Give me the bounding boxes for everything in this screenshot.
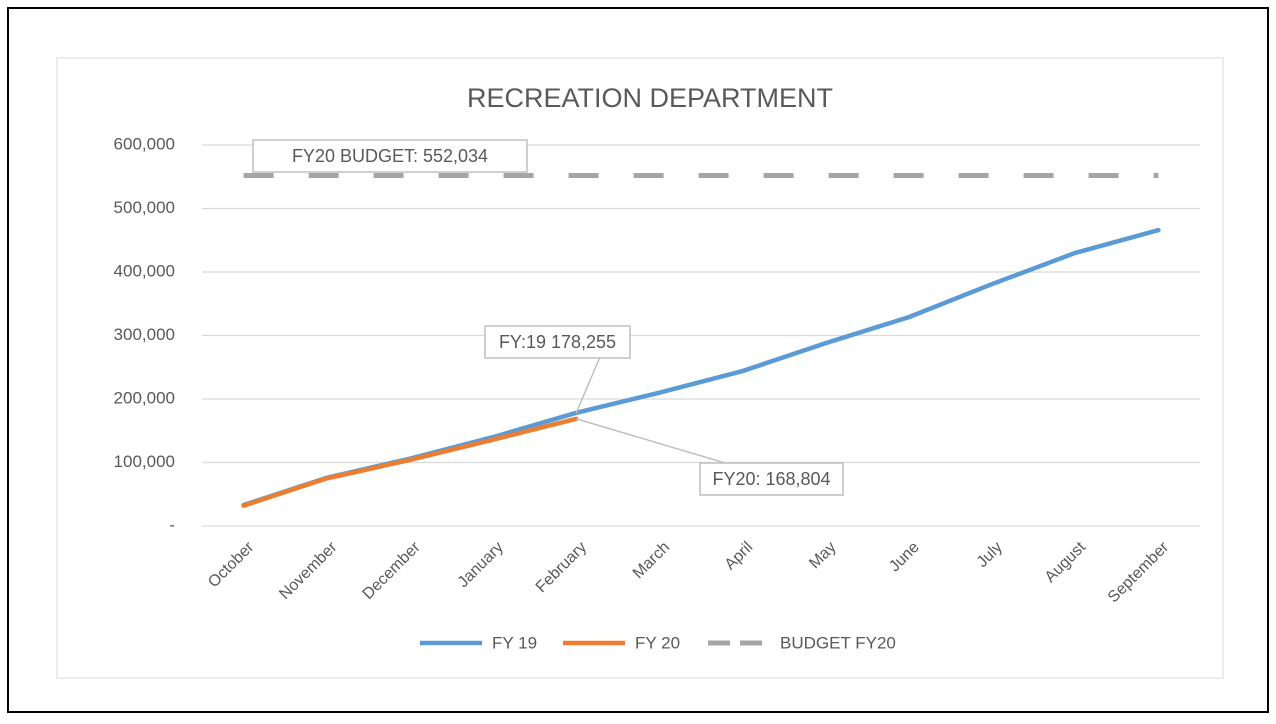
y-tick-label: 400,000 — [114, 261, 175, 280]
leader-line — [575, 356, 601, 414]
y-tick-label: 100,000 — [114, 452, 175, 471]
y-tick-label: 600,000 — [114, 134, 175, 153]
chart-title: RECREATION DEPARTMENT — [467, 83, 833, 113]
annotation-box — [699, 462, 844, 496]
y-tick-label: 300,000 — [114, 325, 175, 344]
annotation-box — [252, 139, 528, 173]
y-tick-label: 200,000 — [114, 388, 175, 407]
frame — [7, 7, 1269, 713]
legend-label: BUDGET FY20 — [780, 633, 896, 652]
y-tick-label: 500,000 — [114, 198, 175, 217]
legend-label: FY 20 — [635, 633, 680, 652]
annotation: FY20: 168,804 — [712, 469, 830, 489]
annotation: FY:19 178,255 — [499, 332, 616, 352]
chart-area — [56, 57, 1224, 679]
leader-line — [576, 418, 726, 464]
annotation-box — [484, 325, 631, 359]
y-tick-label: - — [169, 515, 175, 534]
legend-label: FY 19 — [492, 633, 537, 652]
annotation: FY20 BUDGET: 552,034 — [292, 146, 488, 166]
series-line — [241, 416, 579, 508]
